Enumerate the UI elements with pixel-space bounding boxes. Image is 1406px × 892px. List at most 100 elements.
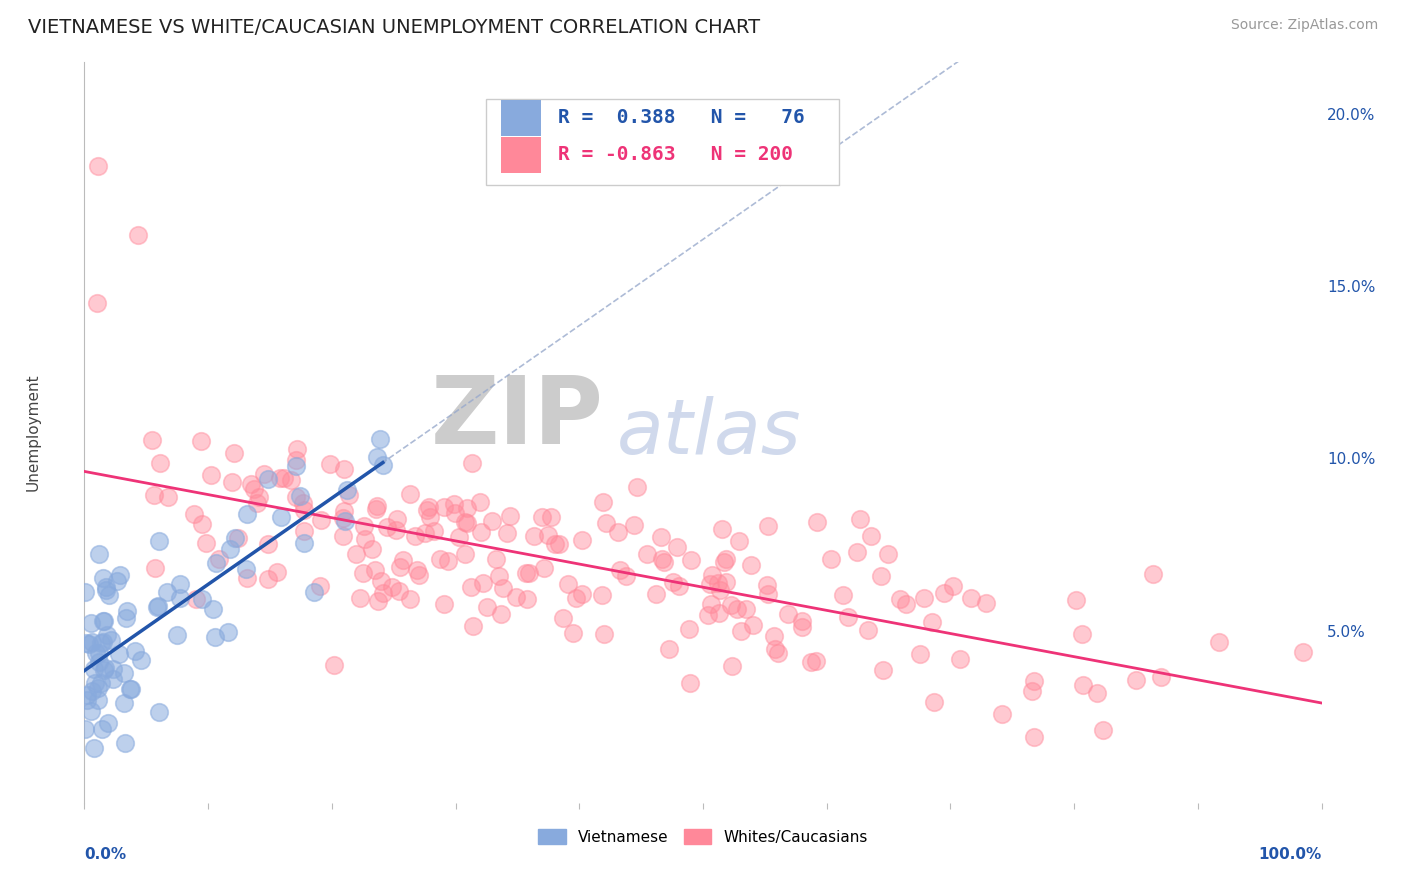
Vietnamese xyxy=(75,723,97,737)
Whites/Caucasians xyxy=(1142,566,1164,581)
Vietnamese xyxy=(100,633,122,648)
Vietnamese xyxy=(87,655,110,669)
Whites/Caucasians xyxy=(666,541,689,555)
Whites/Caucasians xyxy=(820,552,842,566)
Whites/Caucasians xyxy=(86,296,108,310)
Whites/Caucasians xyxy=(454,547,477,561)
Whites/Caucasians xyxy=(681,553,703,567)
Text: VIETNAMESE VS WHITE/CAUCASIAN UNEMPLOYMENT CORRELATION CHART: VIETNAMESE VS WHITE/CAUCASIAN UNEMPLOYME… xyxy=(28,18,761,37)
Whites/Caucasians xyxy=(846,545,869,559)
Whites/Caucasians xyxy=(1021,684,1043,698)
Whites/Caucasians xyxy=(516,591,538,606)
Vietnamese xyxy=(84,646,107,660)
Whites/Caucasians xyxy=(910,647,932,661)
Whites/Caucasians xyxy=(429,552,451,566)
Vietnamese xyxy=(114,736,136,750)
Whites/Caucasians xyxy=(246,496,269,510)
Whites/Caucasians xyxy=(416,503,439,517)
Whites/Caucasians xyxy=(472,575,495,590)
Vietnamese xyxy=(101,672,124,686)
Whites/Caucasians xyxy=(461,456,484,470)
Whites/Caucasians xyxy=(460,580,482,594)
Whites/Caucasians xyxy=(706,575,728,590)
Vietnamese xyxy=(156,584,179,599)
Whites/Caucasians xyxy=(349,591,371,605)
Whites/Caucasians xyxy=(370,574,392,588)
Whites/Caucasians xyxy=(595,516,617,531)
Whites/Caucasians xyxy=(530,509,553,524)
Whites/Caucasians xyxy=(484,552,506,566)
Vietnamese xyxy=(94,661,117,675)
Whites/Caucasians xyxy=(477,599,499,614)
Whites/Caucasians xyxy=(443,506,465,520)
Whites/Caucasians xyxy=(148,456,170,470)
Vietnamese xyxy=(124,644,146,658)
Text: R =  0.388   N =   76: R = 0.388 N = 76 xyxy=(558,109,806,128)
Vietnamese xyxy=(83,741,105,756)
Whites/Caucasians xyxy=(766,646,789,660)
Whites/Caucasians xyxy=(557,576,579,591)
Vietnamese xyxy=(80,704,103,718)
Whites/Caucasians xyxy=(143,488,166,502)
Whites/Caucasians xyxy=(280,473,302,487)
Whites/Caucasians xyxy=(366,499,388,513)
Vietnamese xyxy=(292,535,315,549)
Whites/Caucasians xyxy=(859,529,882,543)
Whites/Caucasians xyxy=(398,487,420,501)
Vietnamese xyxy=(148,705,170,719)
Whites/Caucasians xyxy=(488,569,510,583)
Whites/Caucasians xyxy=(942,578,965,592)
Vietnamese xyxy=(288,489,311,503)
Whites/Caucasians xyxy=(991,707,1014,722)
Text: Source: ZipAtlas.com: Source: ZipAtlas.com xyxy=(1230,18,1378,32)
Whites/Caucasians xyxy=(720,599,742,613)
Whites/Caucasians xyxy=(419,510,441,524)
Whites/Caucasians xyxy=(309,513,332,527)
Vietnamese xyxy=(148,534,170,549)
Whites/Caucasians xyxy=(292,496,315,510)
Whites/Caucasians xyxy=(285,442,308,457)
Vietnamese xyxy=(217,624,239,639)
Whites/Caucasians xyxy=(713,555,735,569)
Text: 0.0%: 0.0% xyxy=(84,847,127,863)
Vietnamese xyxy=(366,450,388,464)
Whites/Caucasians xyxy=(894,597,917,611)
Legend: Vietnamese, Whites/Caucasians: Vietnamese, Whites/Caucasians xyxy=(531,822,875,851)
Vietnamese xyxy=(191,592,214,607)
Vietnamese xyxy=(235,562,257,576)
Whites/Caucasians xyxy=(468,495,491,509)
Vietnamese xyxy=(146,599,169,614)
Whites/Caucasians xyxy=(252,467,274,482)
Whites/Caucasians xyxy=(540,509,562,524)
Whites/Caucasians xyxy=(247,491,270,505)
Whites/Caucasians xyxy=(858,623,880,637)
Whites/Caucasians xyxy=(699,577,721,591)
Whites/Caucasians xyxy=(662,575,685,590)
Whites/Caucasians xyxy=(949,652,972,666)
Whites/Caucasians xyxy=(709,582,731,597)
Whites/Caucasians xyxy=(707,606,730,620)
Whites/Caucasians xyxy=(1292,645,1315,659)
Whites/Caucasians xyxy=(141,433,163,447)
Whites/Caucasians xyxy=(523,529,546,543)
Whites/Caucasians xyxy=(443,497,465,511)
Vietnamese xyxy=(371,458,394,472)
Whites/Caucasians xyxy=(489,607,512,621)
Whites/Caucasians xyxy=(849,511,872,525)
Whites/Caucasians xyxy=(388,583,411,598)
Vietnamese xyxy=(93,571,115,585)
Whites/Caucasians xyxy=(711,522,734,536)
Vietnamese xyxy=(76,688,98,702)
Vietnamese xyxy=(112,696,135,710)
Whites/Caucasians xyxy=(626,479,648,493)
Whites/Caucasians xyxy=(763,630,786,644)
Vietnamese xyxy=(91,614,114,628)
Vietnamese xyxy=(224,531,246,545)
Vietnamese xyxy=(89,646,111,660)
Vietnamese xyxy=(270,510,292,524)
Whites/Caucasians xyxy=(388,559,411,574)
Whites/Caucasians xyxy=(226,531,249,545)
Whites/Caucasians xyxy=(364,501,387,516)
FancyBboxPatch shape xyxy=(486,99,839,185)
Vietnamese xyxy=(368,433,391,447)
